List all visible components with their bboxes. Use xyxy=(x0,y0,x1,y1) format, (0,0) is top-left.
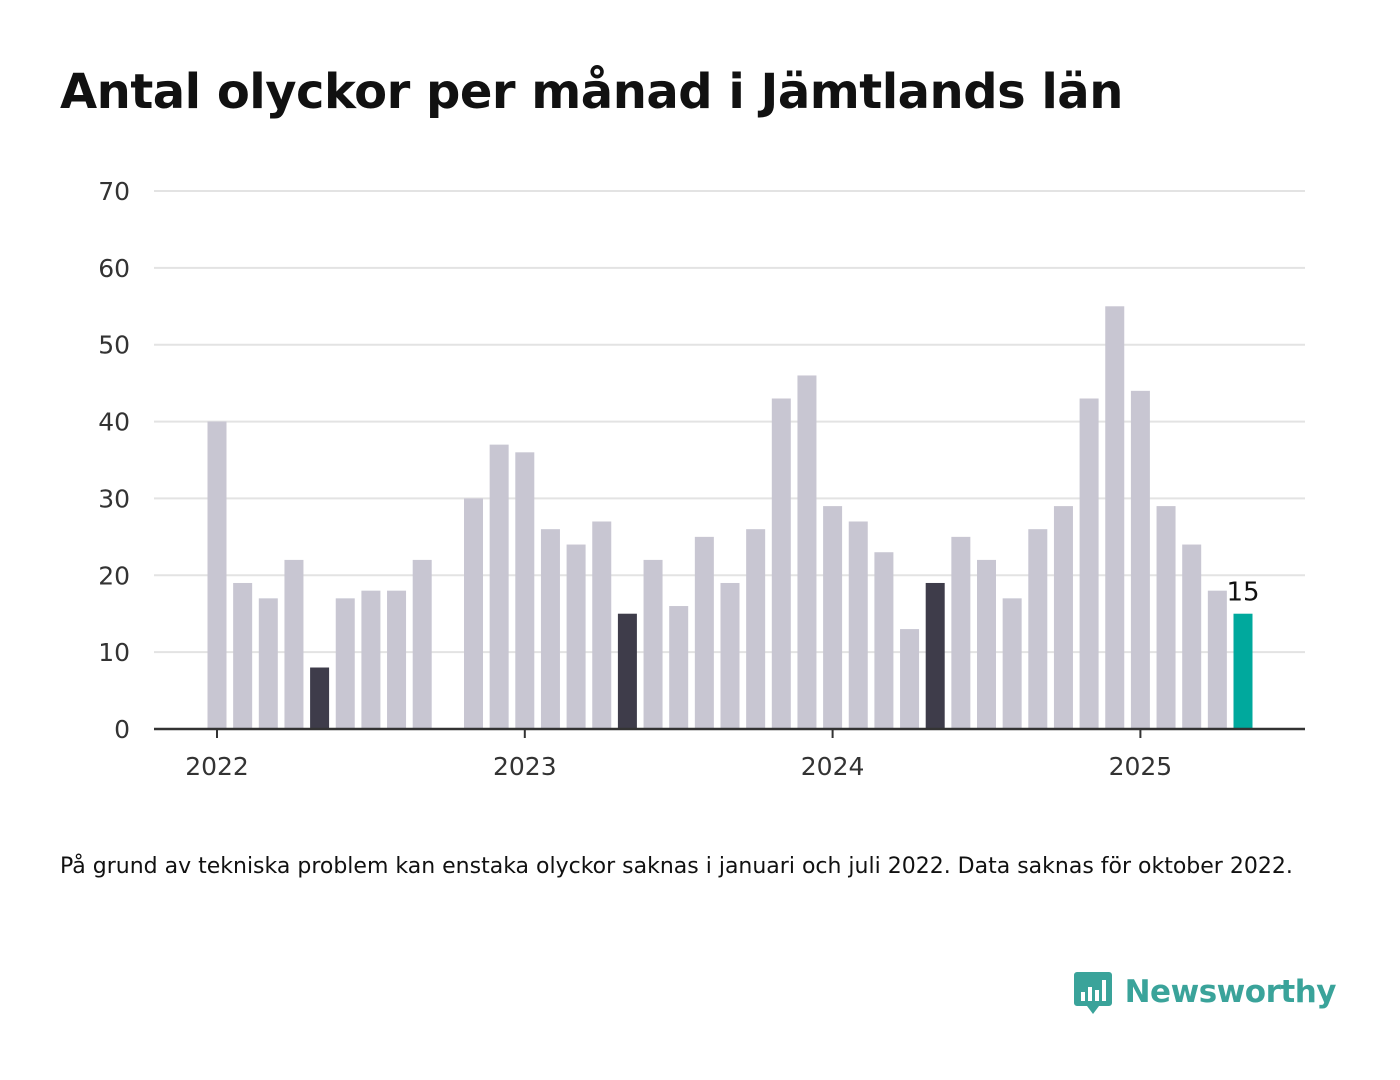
bar-2022-08 xyxy=(387,590,407,729)
data-label: 15 xyxy=(1226,578,1259,608)
bars xyxy=(207,306,1253,729)
y-tick-label: 30 xyxy=(98,484,130,513)
bar-2025-02 xyxy=(1156,506,1176,729)
bar-2024-10 xyxy=(1053,506,1073,729)
bar-2023-04 xyxy=(592,521,612,729)
footnote: På grund av tekniska problem kan enstaka… xyxy=(60,854,1293,879)
bar-2023-09 xyxy=(720,582,740,729)
bar-2023-01 xyxy=(515,452,535,729)
bar-2022-12 xyxy=(489,444,509,729)
y-tick-label: 50 xyxy=(98,331,130,360)
bar-2024-06 xyxy=(951,536,971,729)
bar-2024-01 xyxy=(823,506,843,729)
bar-2025-05 xyxy=(1233,613,1253,729)
x-tick-label: 2022 xyxy=(185,752,249,781)
newsworthy-chart-logo-icon xyxy=(1073,972,1112,1014)
y-tick-label: 20 xyxy=(98,561,130,590)
bar-2024-11 xyxy=(1079,398,1099,729)
bar-2023-06 xyxy=(643,559,663,729)
bar-2024-05 xyxy=(925,582,945,729)
y-tick-label: 60 xyxy=(98,254,130,283)
bar-2025-03 xyxy=(1182,544,1202,729)
data-labels: 15 xyxy=(1226,578,1259,608)
x-tick-label: 2024 xyxy=(801,752,865,781)
chart-title: Antal olyckor per månad i Jämtlands län xyxy=(60,64,1123,120)
bar-2024-09 xyxy=(1028,529,1048,729)
bar-2024-02 xyxy=(848,521,868,729)
y-tick-label: 70 xyxy=(98,177,130,206)
bar-2025-01 xyxy=(1130,390,1150,729)
bar-2025-04 xyxy=(1207,590,1227,729)
bar-chart: 0 10 20 30 40 50 60 70 2022 2023 2024 2025 15 xyxy=(98,177,1305,781)
bar-2022-04 xyxy=(284,559,304,729)
x-tick-label: 2023 xyxy=(493,752,557,781)
y-tick-label: 10 xyxy=(98,638,130,667)
bar-2024-07 xyxy=(977,559,996,729)
brand-logo: Newsworthy xyxy=(1073,968,1337,1016)
bar-2023-12 xyxy=(797,375,817,729)
y-tick-label: 0 xyxy=(114,715,130,744)
bar-2024-04 xyxy=(900,629,920,729)
brand-name: Newsworthy xyxy=(1124,974,1337,1010)
y-axis-ticks: 0 10 20 30 40 50 60 70 xyxy=(98,177,130,744)
bar-2023-07 xyxy=(669,606,689,729)
bar-2022-11 xyxy=(464,498,483,729)
bar-2024-03 xyxy=(874,552,894,729)
bar-2023-08 xyxy=(694,536,714,729)
bar-2022-09 xyxy=(412,559,432,729)
bar-2023-05 xyxy=(617,613,637,729)
x-axis: 2022 2023 2024 2025 xyxy=(154,727,1305,781)
bar-2022-01 xyxy=(207,421,227,729)
bar-2022-03 xyxy=(258,598,278,729)
bar-2022-05 xyxy=(310,667,330,729)
bar-2023-11 xyxy=(771,398,791,729)
x-tick-label: 2025 xyxy=(1109,752,1173,781)
bar-2024-12 xyxy=(1105,306,1125,729)
bar-2022-02 xyxy=(233,582,253,729)
bar-2022-07 xyxy=(361,590,381,729)
bar-2023-03 xyxy=(566,544,586,729)
bar-2023-02 xyxy=(540,529,560,729)
bar-2024-08 xyxy=(1002,598,1022,729)
y-tick-label: 40 xyxy=(98,408,130,437)
bar-2023-10 xyxy=(746,529,766,729)
bar-2022-06 xyxy=(335,598,355,729)
